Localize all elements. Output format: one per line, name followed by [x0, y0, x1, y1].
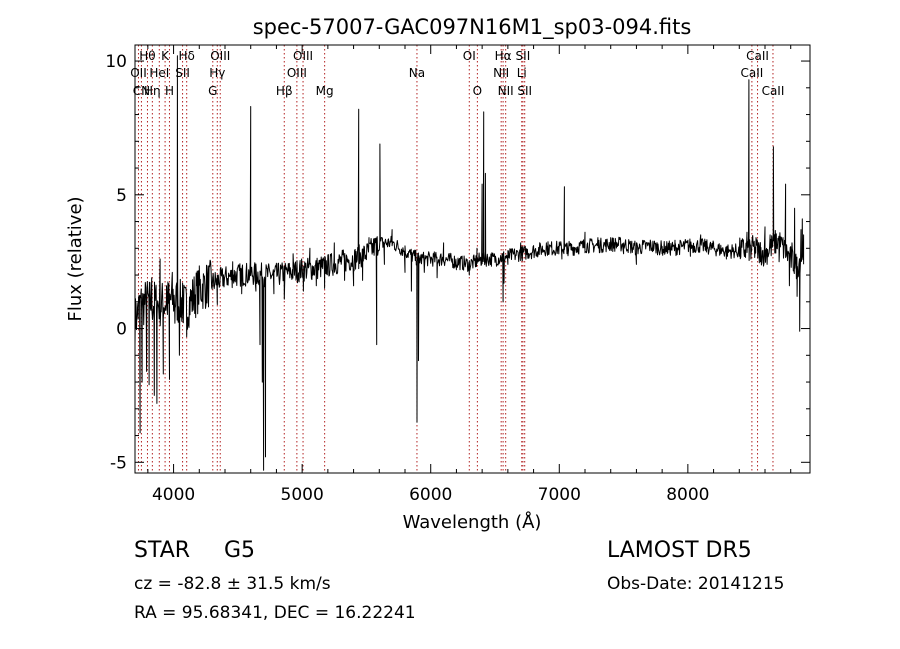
- chart-title: spec-57007-GAC097N16M1_sp03-094.fits: [253, 15, 692, 40]
- y-tick-label: -5: [110, 453, 127, 473]
- line-label: NII: [498, 84, 514, 98]
- line-label: K: [161, 49, 170, 63]
- x-axis-label: Wavelength (Å): [403, 511, 542, 533]
- plot-frame: [134, 44, 811, 474]
- x-tick-label: 7000: [538, 485, 581, 505]
- line-label: OIII: [210, 49, 230, 63]
- line-label: O: [473, 84, 482, 98]
- line-label: OIII: [287, 66, 307, 80]
- observation-date: Obs-Date: 20141215: [607, 574, 785, 594]
- redshift-velocity: cz = -82.8 ± 31.5 km/s: [134, 574, 331, 594]
- x-axis: 4000 5000 6000 7000 8000: [147, 45, 792, 505]
- line-label: Hθ: [139, 49, 155, 63]
- survey-name: LAMOST DR5: [607, 538, 752, 563]
- line-label: SII: [175, 66, 190, 80]
- line-label: SII: [516, 49, 531, 63]
- line-label: OIII: [293, 49, 313, 63]
- line-label: Hα: [495, 49, 512, 63]
- object-class: STAR: [134, 538, 191, 563]
- line-label: Hβ: [276, 84, 293, 98]
- line-label: Na: [409, 66, 425, 80]
- line-label: CaII: [762, 84, 785, 98]
- y-tick-label: 10: [105, 52, 127, 72]
- y-axis: -5 0 5 10: [105, 52, 810, 473]
- line-label: OI: [463, 49, 476, 63]
- line-label: Mg: [316, 84, 334, 98]
- x-tick-label: 5000: [281, 485, 324, 505]
- line-label: H: [165, 84, 174, 98]
- line-label: HeI: [149, 66, 169, 80]
- line-label: OII: [130, 66, 147, 80]
- line-label: Hη: [144, 84, 161, 98]
- line-label: SII: [517, 84, 532, 98]
- line-label: Hγ: [209, 66, 225, 80]
- x-tick-label: 4000: [152, 485, 195, 505]
- line-label: G: [208, 84, 217, 98]
- line-label: CaII: [740, 66, 763, 80]
- ra-dec-coordinates: RA = 95.68341, DEC = 16.22241: [134, 603, 416, 623]
- x-tick-label: 8000: [666, 485, 709, 505]
- line-label: Hδ: [178, 49, 194, 63]
- line-label: CaII: [746, 49, 769, 63]
- line-label: NII: [493, 66, 509, 80]
- y-tick-label: 5: [116, 186, 127, 206]
- line-labels: Hθ K Hδ OIII OIII OI Hα SII CaII OII HeI SII Hγ OIII N…: [130, 49, 784, 98]
- y-axis-label: Flux (relative): [65, 196, 86, 321]
- y-tick-label: 0: [116, 320, 127, 340]
- line-label: Li: [517, 66, 527, 80]
- line-markers: [137, 45, 774, 473]
- flux-series-line: [134, 55, 805, 471]
- object-subclass: G5: [224, 538, 256, 563]
- x-tick-label: 6000: [409, 485, 452, 505]
